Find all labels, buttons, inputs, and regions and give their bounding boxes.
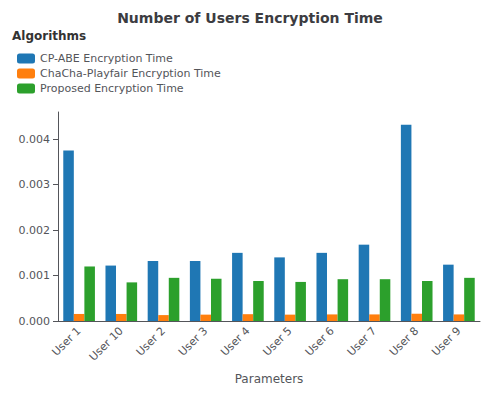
svg-text:User 9: User 9	[429, 324, 463, 358]
svg-text:CP-ABE Encryption Time: CP-ABE Encryption Time	[40, 52, 173, 65]
svg-text:User 4: User 4	[218, 324, 252, 358]
svg-text:Parameters: Parameters	[235, 372, 304, 386]
svg-text:0.004: 0.004	[19, 133, 51, 146]
svg-text:0.003: 0.003	[19, 178, 51, 191]
svg-text:User 6: User 6	[303, 324, 337, 358]
svg-text:User 5: User 5	[260, 324, 294, 358]
svg-text:ChaCha-Playfair Encryption Tim: ChaCha-Playfair Encryption Time	[40, 67, 221, 80]
svg-text:User 7: User 7	[345, 324, 379, 358]
svg-text:Algorithms: Algorithms	[12, 29, 86, 43]
svg-text:0.001: 0.001	[19, 269, 51, 282]
svg-text:User 1: User 1	[49, 324, 83, 358]
svg-text:User 2: User 2	[134, 324, 168, 358]
svg-text:0.000: 0.000	[19, 315, 51, 328]
svg-text:User 3: User 3	[176, 324, 210, 358]
svg-text:User 8: User 8	[387, 324, 421, 358]
svg-text:0.002: 0.002	[19, 224, 51, 237]
svg-text:User 10: User 10	[87, 324, 126, 363]
svg-text:Proposed Encryption Time: Proposed Encryption Time	[40, 82, 184, 95]
svg-text:Number of Users Encryption Tim: Number of Users Encryption Time	[117, 10, 383, 26]
